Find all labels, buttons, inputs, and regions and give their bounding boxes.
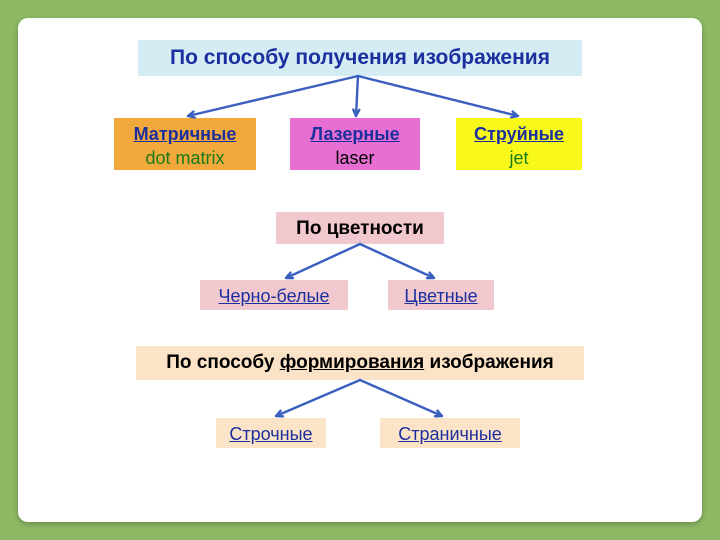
arrows-section3 [18, 18, 702, 522]
formation-type-1: Страничные [380, 418, 520, 448]
color-type-1: Цветные [388, 280, 494, 310]
color-type-label-0: Черно-белые [219, 286, 330, 306]
arrows-section1 [18, 18, 702, 522]
formation-type-label-0: Строчные [229, 424, 312, 444]
printer-type-ru-2: Струйные [464, 122, 574, 146]
printer-type-ru-0: Матричные [122, 122, 248, 146]
printer-type-en-0: dot matrix [122, 146, 248, 170]
printer-type-en-1: laser [298, 146, 412, 170]
printer-type-1: Лазерныеlaser [290, 118, 420, 170]
printer-type-en-2: jet [464, 146, 574, 170]
header3-pre: По способу [166, 352, 279, 373]
printer-type-ru-1: Лазерные [298, 122, 412, 146]
header-method-of-formation: По способу формирования изображения [136, 346, 584, 380]
header-by-color: По цветности [276, 212, 444, 244]
color-type-0: Черно-белые [200, 280, 348, 310]
header3-underlined: формирования [280, 352, 425, 373]
slide-inner: По способу получения изображения Матричны… [18, 18, 702, 522]
header-method-of-obtaining: По способу получения изображения [138, 40, 582, 76]
arrows-section2 [18, 18, 702, 522]
header3-post: изображения [424, 352, 553, 373]
color-type-label-1: Цветные [404, 286, 477, 306]
formation-type-0: Строчные [216, 418, 326, 448]
printer-type-0: Матричныеdot matrix [114, 118, 256, 170]
slide-outer: По способу получения изображения Матричны… [0, 0, 720, 540]
printer-type-2: Струйныеjet [456, 118, 582, 170]
formation-type-label-1: Страничные [398, 424, 502, 444]
